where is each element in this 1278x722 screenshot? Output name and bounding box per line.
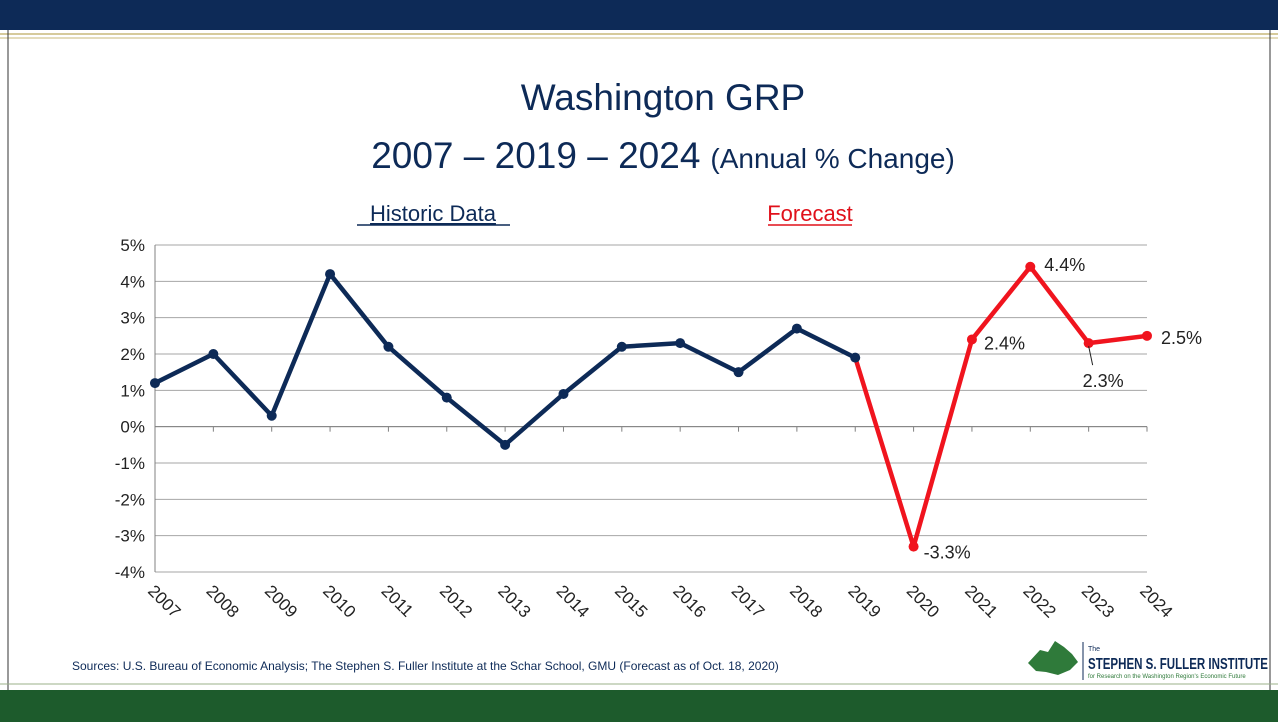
x-tick-label: 2022 xyxy=(1019,581,1059,621)
x-tick-label: 2023 xyxy=(1078,581,1118,621)
data-point xyxy=(850,352,861,363)
logo-icon xyxy=(1028,641,1078,675)
data-label: 4.4% xyxy=(1044,255,1085,275)
data-point xyxy=(1142,330,1152,341)
x-tick-label: 2008 xyxy=(203,581,243,621)
y-tick-label: -3% xyxy=(115,527,145,546)
x-tick-label: 2024 xyxy=(1136,581,1176,621)
y-tick-label: -2% xyxy=(115,490,145,509)
logo: The STEPHEN S. FULLER INSTITUTE for Rese… xyxy=(1028,641,1268,680)
y-tick-label: -4% xyxy=(115,563,145,582)
x-tick-label: 2021 xyxy=(961,581,1001,621)
data-point xyxy=(733,367,744,378)
logo-tagline: for Research on the Washington Region's … xyxy=(1088,674,1246,680)
subtitle-main: 2007 – 2019 – 2024 xyxy=(371,135,700,176)
y-tick-label: 3% xyxy=(120,309,145,328)
logo-name: STEPHEN S. FULLER INSTITUTE xyxy=(1088,656,1268,673)
y-tick-label: 1% xyxy=(120,381,145,400)
x-tick-label: 2018 xyxy=(786,581,826,621)
data-point xyxy=(908,541,919,552)
y-tick-label: 4% xyxy=(120,272,145,291)
logo-small: The xyxy=(1088,646,1100,653)
x-tick-label: 2016 xyxy=(669,581,709,621)
chart-title: Washington GRP xyxy=(521,77,805,118)
x-tick-label: 2014 xyxy=(553,581,593,621)
historic-label: Historic Data xyxy=(370,201,497,226)
data-label: -3.3% xyxy=(924,543,971,563)
x-tick-label: 2019 xyxy=(844,581,884,621)
data-point xyxy=(441,392,452,403)
x-tick-label: 2009 xyxy=(261,581,301,621)
data-point xyxy=(266,410,277,421)
data-point xyxy=(208,349,219,359)
footer-banner xyxy=(0,690,1278,722)
data-label: 2.5% xyxy=(1161,328,1202,348)
x-tick-label: 2013 xyxy=(494,581,534,621)
data-point xyxy=(325,269,336,280)
x-tick-label: 2012 xyxy=(436,581,476,621)
data-point xyxy=(966,334,977,345)
data-label: 2.3% xyxy=(1083,371,1124,391)
data-point xyxy=(616,341,627,352)
data-point xyxy=(500,439,511,450)
y-tick-label: -1% xyxy=(115,454,145,473)
data-point xyxy=(1083,338,1094,349)
label-leader xyxy=(1088,345,1094,366)
x-tick-label: 2015 xyxy=(611,581,651,621)
data-label: 2.4% xyxy=(984,333,1025,353)
y-tick-label: 5% xyxy=(120,236,145,255)
x-tick-label: 2011 xyxy=(378,581,417,620)
series-line xyxy=(153,271,857,448)
top-banner xyxy=(0,0,1278,30)
series-line xyxy=(853,264,1148,549)
x-tick-label: 2017 xyxy=(728,581,768,621)
subtitle-note: (Annual % Change) xyxy=(710,143,954,174)
data-point xyxy=(791,323,802,334)
data-point xyxy=(383,341,394,352)
source-note: Sources: U.S. Bureau of Economic Analysi… xyxy=(72,659,779,673)
data-point xyxy=(1025,261,1036,272)
data-point xyxy=(675,338,686,349)
chart-subtitle: 2007 – 2019 – 2024 (Annual % Change) xyxy=(371,135,955,176)
x-tick-label: 2020 xyxy=(903,581,943,621)
data-point xyxy=(558,388,569,399)
x-tick-label: 2007 xyxy=(144,581,184,621)
y-tick-label: 0% xyxy=(120,418,145,437)
y-tick-label: 2% xyxy=(120,345,145,364)
x-tick-label: 2010 xyxy=(319,581,359,621)
forecast-label: Forecast xyxy=(767,201,853,226)
data-point xyxy=(150,378,160,389)
